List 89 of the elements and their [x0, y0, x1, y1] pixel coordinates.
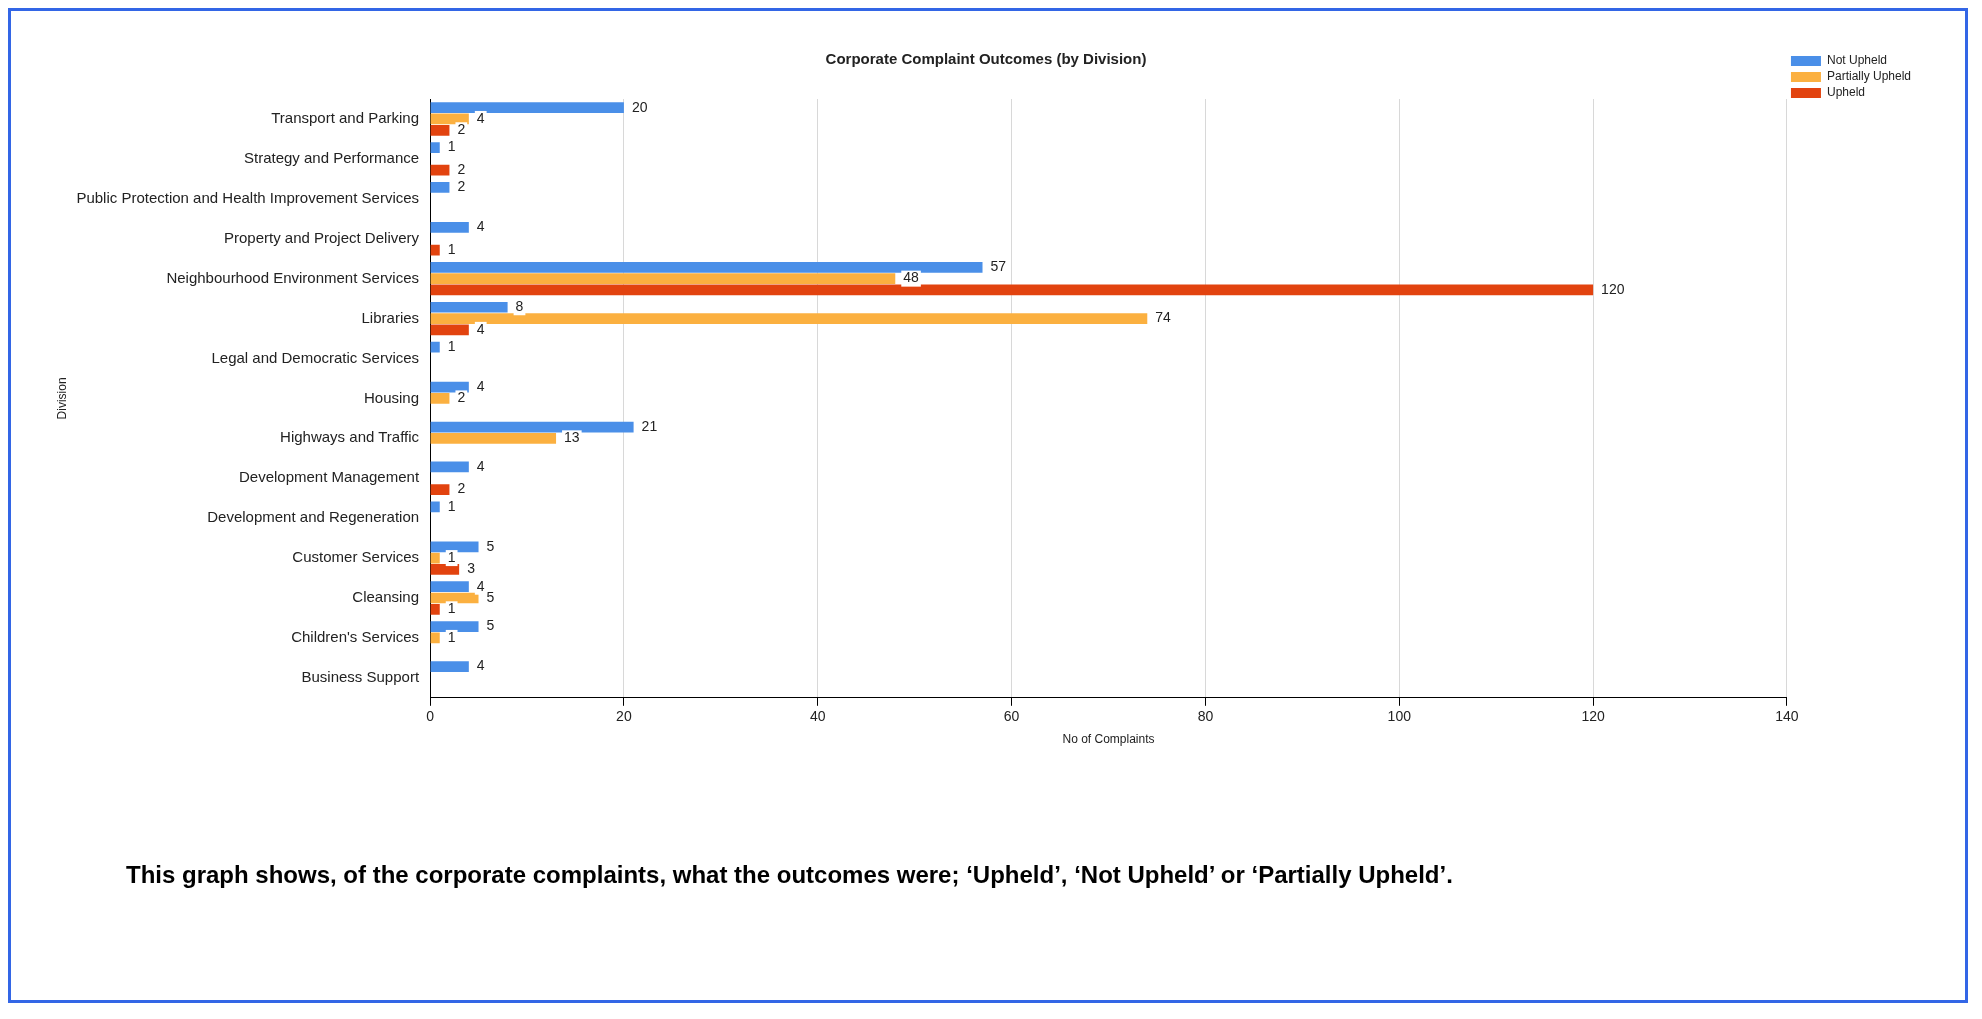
y-tick-label: Housing [364, 388, 420, 406]
data-label: 2 [457, 480, 466, 497]
data-label: 57 [990, 258, 1007, 275]
data-label: 8 [515, 298, 524, 315]
data-label: 1 [447, 240, 456, 257]
bar [430, 324, 469, 336]
y-tick-label: Legal and Democratic Services [211, 348, 420, 366]
bar [430, 124, 450, 136]
y-tick-label: Business Support [301, 667, 420, 685]
y-tick-label: Cleansing [352, 588, 420, 606]
bar [430, 244, 440, 256]
data-label: 21 [641, 417, 658, 434]
data-label: 4 [476, 377, 485, 394]
data-label: 4 [476, 109, 485, 126]
bar [430, 621, 479, 632]
y-tick-label: Property and Project Delivery [223, 228, 420, 246]
y-tick-label: Children's Services [291, 628, 420, 646]
data-label: 20 [631, 98, 648, 115]
bar [430, 164, 450, 176]
chart-title: Corporate Complaint Outcomes (by Division) [825, 50, 1147, 68]
data-label: 74 [1155, 309, 1172, 326]
bar [430, 552, 440, 564]
bar [430, 581, 469, 593]
bar [430, 284, 1594, 296]
x-tick-label: 120 [1581, 708, 1606, 725]
bar [430, 541, 479, 553]
data-label: 1 [447, 497, 456, 514]
y-tick-label: Highways and Traffic [280, 428, 420, 446]
bar [430, 301, 508, 313]
y-tick-label: Libraries [361, 308, 420, 326]
data-label: 1 [447, 338, 456, 355]
data-label: 4 [476, 218, 485, 235]
data-label: 2 [457, 178, 466, 195]
bar [430, 632, 440, 644]
bar [430, 393, 450, 404]
bar [430, 432, 557, 444]
data-label: 4 [476, 657, 485, 674]
data-label: 13 [564, 429, 580, 446]
data-label: 2 [457, 121, 466, 138]
x-tick-label: 140 [1775, 708, 1799, 725]
legend-label: Not Upheld [1826, 53, 1888, 68]
y-tick-label: Transport and Parking [271, 109, 420, 127]
bar [430, 261, 983, 273]
y-axis-title: Division [54, 377, 69, 420]
bar [430, 603, 440, 615]
y-tick-label: Strategy and Performance [243, 149, 420, 167]
bar [430, 182, 450, 193]
y-tick-label: Development Management [238, 468, 420, 486]
x-tick-label: 40 [809, 708, 826, 725]
data-label: 2 [457, 161, 466, 178]
x-tick-label: 20 [616, 708, 632, 725]
bar [430, 273, 896, 285]
legend-label: Partially Upheld [1826, 69, 1912, 84]
x-tick-label: 0 [426, 708, 435, 725]
bar [430, 421, 634, 433]
data-label: 1 [447, 600, 456, 617]
data-label: 5 [486, 588, 495, 605]
x-axis-title: No of Complaints [1062, 732, 1155, 747]
data-label: 2 [457, 389, 466, 406]
x-tick-label: 100 [1387, 708, 1412, 725]
bar [430, 102, 624, 114]
y-tick-label: Public Protection and Health Improvement Services [76, 188, 420, 206]
bar [430, 341, 440, 353]
bar [430, 461, 469, 473]
text: This graph shows, of the corporate complaints, what the outcomes were; ‘Upheld’, ‘Not Upheld’ or ‘Partially Upheld’. [126, 861, 1454, 889]
y-tick-label: Neighbourhood Environment Services [166, 268, 420, 286]
data-label: 4 [476, 457, 485, 474]
y-tick-label: Customer Services [292, 548, 420, 566]
data-label: 4 [476, 577, 485, 594]
bar [430, 222, 469, 233]
data-label: 5 [486, 537, 495, 554]
bar [430, 313, 1148, 324]
bar [430, 661, 469, 672]
x-tick-label: 80 [1197, 708, 1214, 725]
bar [430, 484, 450, 495]
data-label: 5 [486, 617, 495, 634]
data-label: 120 [1601, 280, 1625, 297]
bar [430, 501, 440, 513]
data-label: 1 [447, 548, 456, 565]
bar [430, 564, 460, 575]
data-label: 48 [903, 269, 920, 286]
data-label: 1 [447, 628, 456, 645]
legend-label: Upheld [1826, 85, 1865, 100]
data-label: 3 [467, 560, 476, 577]
bar [430, 142, 440, 153]
data-label: 4 [476, 320, 485, 337]
data-label: 1 [447, 138, 456, 155]
x-tick-label: 60 [1003, 708, 1020, 725]
y-tick-label: Development and Regeneration [207, 508, 420, 526]
